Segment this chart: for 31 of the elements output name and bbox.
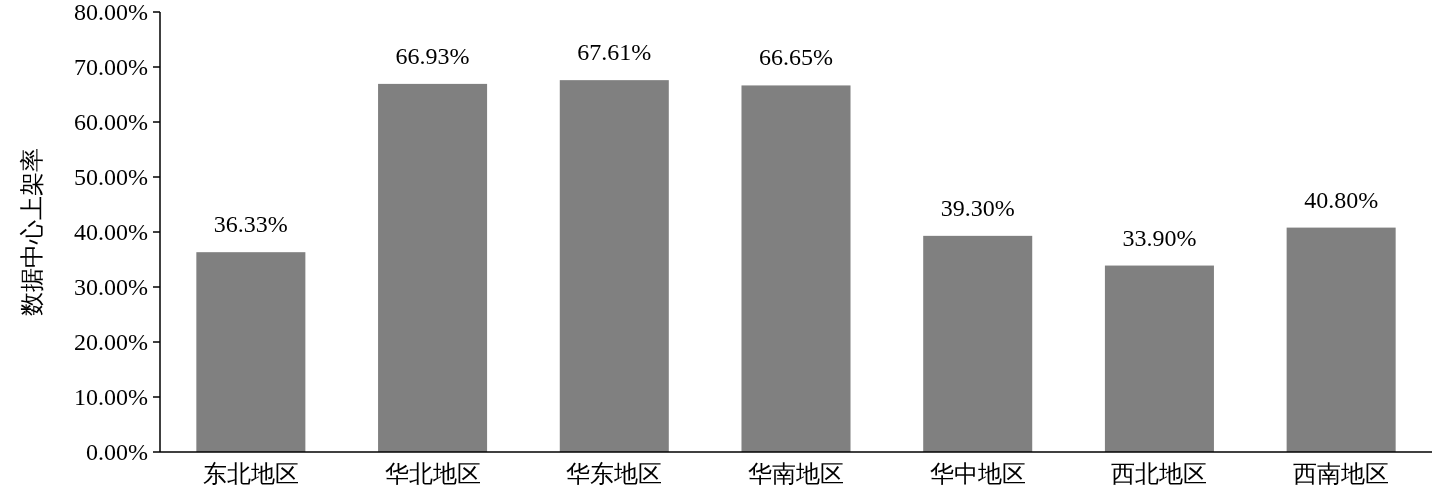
y-tick-label: 70.00%: [74, 54, 148, 80]
bar: [1286, 227, 1396, 452]
data-label: 67.61%: [577, 39, 652, 66]
data-label: 40.80%: [1304, 186, 1379, 213]
data-label: 39.30%: [940, 194, 1015, 221]
bar: [1104, 265, 1214, 452]
y-tick-label: 20.00%: [74, 329, 148, 355]
x-tick-label: 华东地区: [566, 461, 663, 487]
y-axis-title: 数据中心上架率: [19, 148, 45, 316]
x-tick-label: 华南地区: [748, 461, 844, 487]
x-tick-label: 华北地区: [384, 461, 481, 487]
y-tick-label: 50.00%: [74, 164, 148, 190]
data-label: 66.93%: [395, 42, 470, 69]
y-tick-label: 30.00%: [74, 274, 148, 300]
bar: [559, 80, 669, 452]
data-label: 36.33%: [213, 211, 288, 238]
bar: [923, 235, 1033, 452]
x-tick-label: 华中地区: [929, 461, 1026, 487]
data-label: 33.90%: [1122, 224, 1197, 251]
x-tick-label: 东北地区: [202, 461, 299, 487]
bar: [378, 83, 488, 452]
data-label: 66.65%: [759, 44, 833, 71]
y-tick-label: 0.00%: [86, 439, 148, 465]
y-tick-label: 40.00%: [74, 219, 148, 245]
y-tick-label: 60.00%: [74, 109, 148, 135]
bar: [196, 252, 306, 452]
x-tick-label: 西南地区: [1293, 461, 1390, 487]
bar: [741, 85, 851, 452]
x-tick-label: 西北地区: [1111, 461, 1208, 487]
y-tick-label: 10.00%: [74, 384, 148, 410]
y-tick-label: 80.00%: [74, 0, 148, 25]
